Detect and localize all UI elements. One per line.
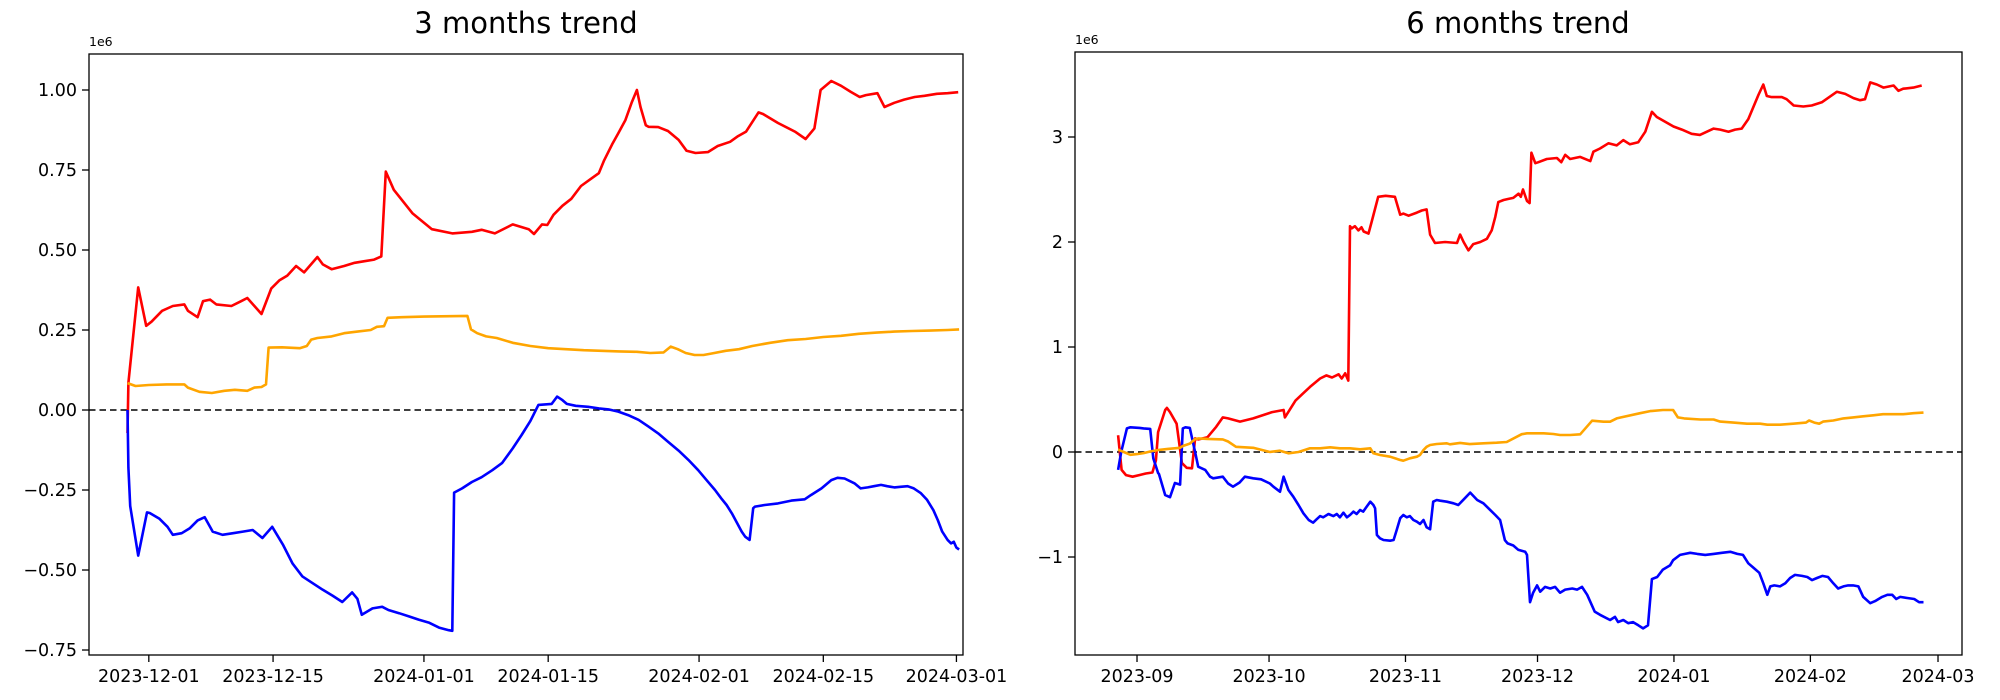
plot-border <box>88 53 964 656</box>
x-tick-label: 2023-11 <box>1369 667 1442 687</box>
x-tick-label: 2023-12 <box>1501 667 1574 687</box>
y-tick-label: 2 <box>1052 233 1063 253</box>
y-axis-offset-label-right: 1e6 <box>1075 32 1099 47</box>
y-tick-label: 0.75 <box>38 161 77 181</box>
chart-title-6-months: 6 months trend <box>1406 6 1630 40</box>
y-tick-label: 0.25 <box>38 321 77 341</box>
x-tick-label: 2024-03-01 <box>906 667 1008 687</box>
x-tick-label: 2024-01 <box>1637 667 1710 687</box>
x-tick-label: 2024-03 <box>1901 667 1974 687</box>
series-red-line <box>1116 81 1923 479</box>
series-orange-line <box>1117 408 1924 463</box>
y-tick-label: −1 <box>1037 548 1063 568</box>
x-tick-label: 2024-02-15 <box>772 667 874 687</box>
x-tick-label: 2023-09 <box>1100 667 1173 687</box>
y-tick-label: 1 <box>1052 338 1063 358</box>
y-tick-label: −0.50 <box>23 561 77 581</box>
x-tick-label: 2023-10 <box>1232 667 1305 687</box>
y-tick-label: 3 <box>1052 128 1063 148</box>
y-tick-label: 0.00 <box>38 401 77 421</box>
y-tick-label: 1.00 <box>38 81 77 101</box>
chart-title-3-months: 3 months trend <box>414 6 638 40</box>
series-red-line <box>126 79 959 434</box>
x-tick-label: 2023-12-15 <box>222 667 324 687</box>
series-orange-line <box>127 314 960 395</box>
y-tick-label: −0.75 <box>23 641 77 661</box>
x-tick-label: 2024-01-01 <box>373 667 475 687</box>
y-tick-label: −0.25 <box>23 481 77 501</box>
y-tick-label: 0 <box>1052 443 1063 463</box>
x-tick-label: 2023-12-01 <box>98 667 200 687</box>
x-tick-label: 2024-01-15 <box>497 667 599 687</box>
series-blue-line <box>126 395 960 633</box>
x-tick-label: 2024-02-01 <box>648 667 750 687</box>
series-blue-line <box>1116 425 1924 630</box>
plot-border <box>1074 51 1963 656</box>
y-axis-offset-label-left: 1e6 <box>89 34 113 49</box>
y-tick-label: 0.50 <box>38 241 77 261</box>
x-tick-label: 2024-02 <box>1774 667 1847 687</box>
